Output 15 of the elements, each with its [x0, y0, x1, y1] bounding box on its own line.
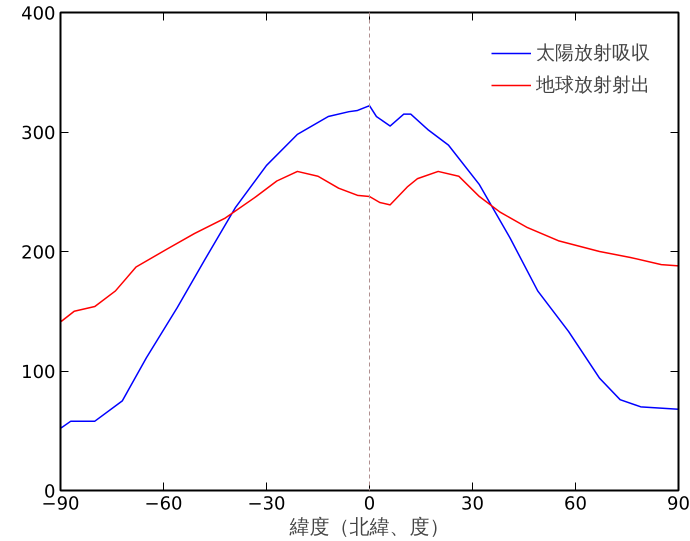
x-tick-label: −60	[144, 494, 183, 514]
x-axis-title: 緯度（北緯、度）	[288, 514, 450, 538]
x-tick-label: 60	[564, 494, 587, 514]
x-tick-label: 30	[461, 494, 484, 514]
line-series	[60, 170, 678, 323]
x-tick-label: 90	[667, 494, 690, 514]
legend-label: 地球放射射出	[536, 73, 650, 98]
x-tick-label: −30	[248, 494, 286, 514]
y-tick-label: 100	[21, 362, 56, 383]
x-tick-label: 0	[364, 494, 376, 514]
y-tick-label: 300	[21, 123, 56, 144]
line-series	[60, 104, 678, 430]
y-tick-label: 200	[21, 242, 56, 264]
legend-label: 太陽放射吸収	[536, 41, 650, 66]
y-tick-label: 400	[21, 4, 56, 24]
